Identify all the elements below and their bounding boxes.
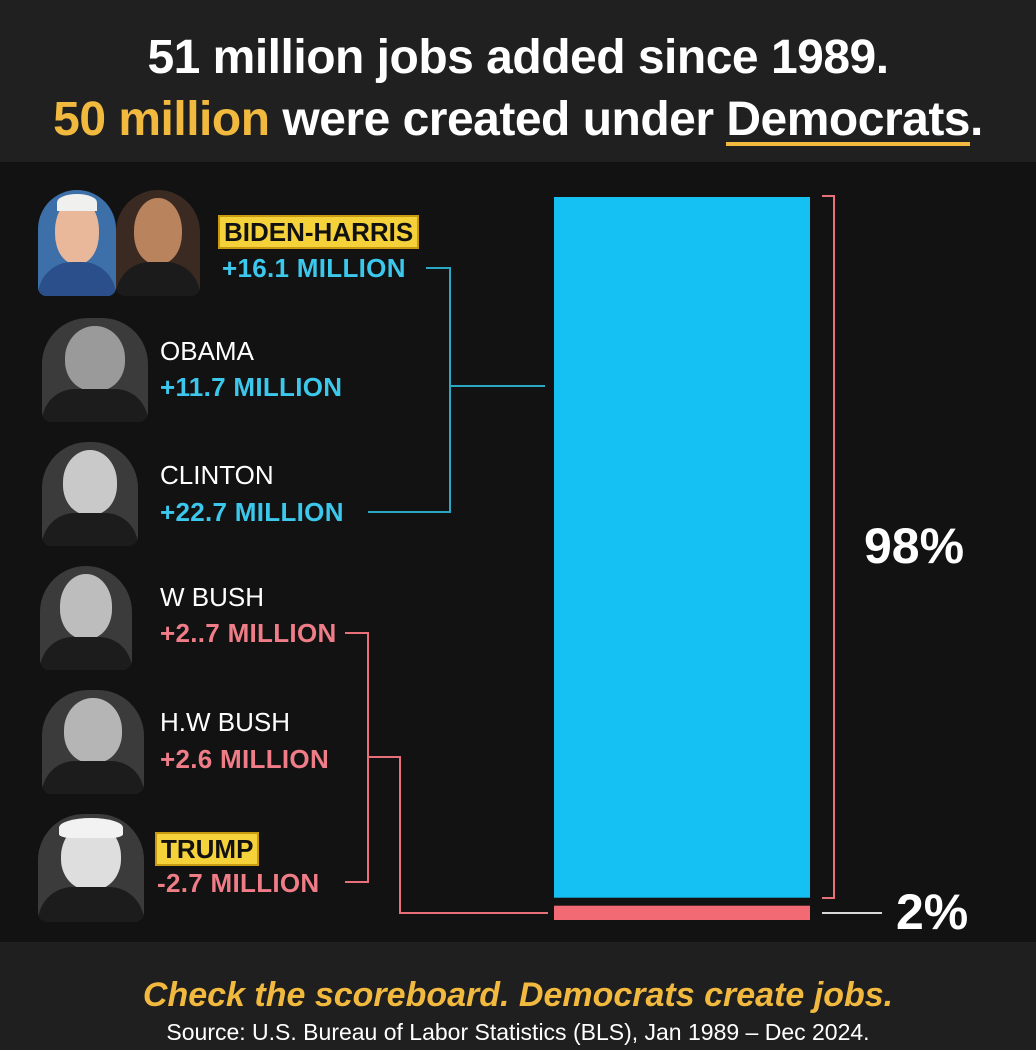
biden-portrait-icon	[38, 190, 116, 296]
headline-highlight: 50 million	[53, 93, 270, 146]
w-bush-portrait-icon	[40, 566, 132, 670]
headline-middle: were created under	[269, 93, 727, 146]
headline-line-1: 51 million jobs added since 1989.	[147, 31, 889, 84]
hw-bush-portrait-icon	[42, 690, 144, 794]
footer-tagline: Check the scoreboard. Democrats create j…	[142, 976, 894, 1014]
label-2-percent: 2%	[896, 884, 969, 940]
share-bracket	[822, 195, 835, 899]
obama-portrait-icon	[42, 318, 148, 422]
president-name-hw-bush: H.W BUSH	[160, 707, 290, 737]
democrat-connector	[368, 267, 545, 513]
clinton-portrait-icon	[42, 442, 138, 546]
bar-democrats	[554, 197, 810, 898]
president-name-obama: OBAMA	[160, 336, 254, 366]
harris-portrait-icon	[116, 190, 200, 296]
bar-republicans	[554, 905, 810, 920]
president-value-biden-harris: +16.1 MILLION	[222, 253, 406, 283]
headline-underlined: Democrats	[726, 93, 970, 146]
republican-connector	[345, 632, 548, 914]
president-value-clinton: +22.7 MILLION	[160, 497, 344, 527]
trump-portrait-icon	[38, 814, 144, 922]
label-98-percent: 98%	[864, 518, 965, 574]
headline-end: .	[970, 93, 983, 146]
header: 51 million jobs added since 1989. 50 mil…	[0, 0, 1036, 162]
president-value-w-bush: +2..7 MILLION	[160, 618, 337, 648]
president-name-clinton: CLINTON	[160, 460, 274, 490]
president-value-obama: +11.7 MILLION	[160, 372, 343, 402]
president-value-hw-bush: +2.6 MILLION	[160, 744, 330, 774]
president-name-w-bush: W BUSH	[160, 582, 264, 612]
president-name-trump: TRUMP	[155, 832, 260, 866]
president-name-biden-harris: BIDEN-HARRIS	[218, 215, 420, 249]
footer-source: Source: U.S. Bureau of Labor Statistics …	[166, 1019, 870, 1045]
president-value-trump: -2.7 MILLION	[157, 868, 320, 898]
headline-line-2: 50 million were created under Democrats.	[0, 92, 1036, 148]
